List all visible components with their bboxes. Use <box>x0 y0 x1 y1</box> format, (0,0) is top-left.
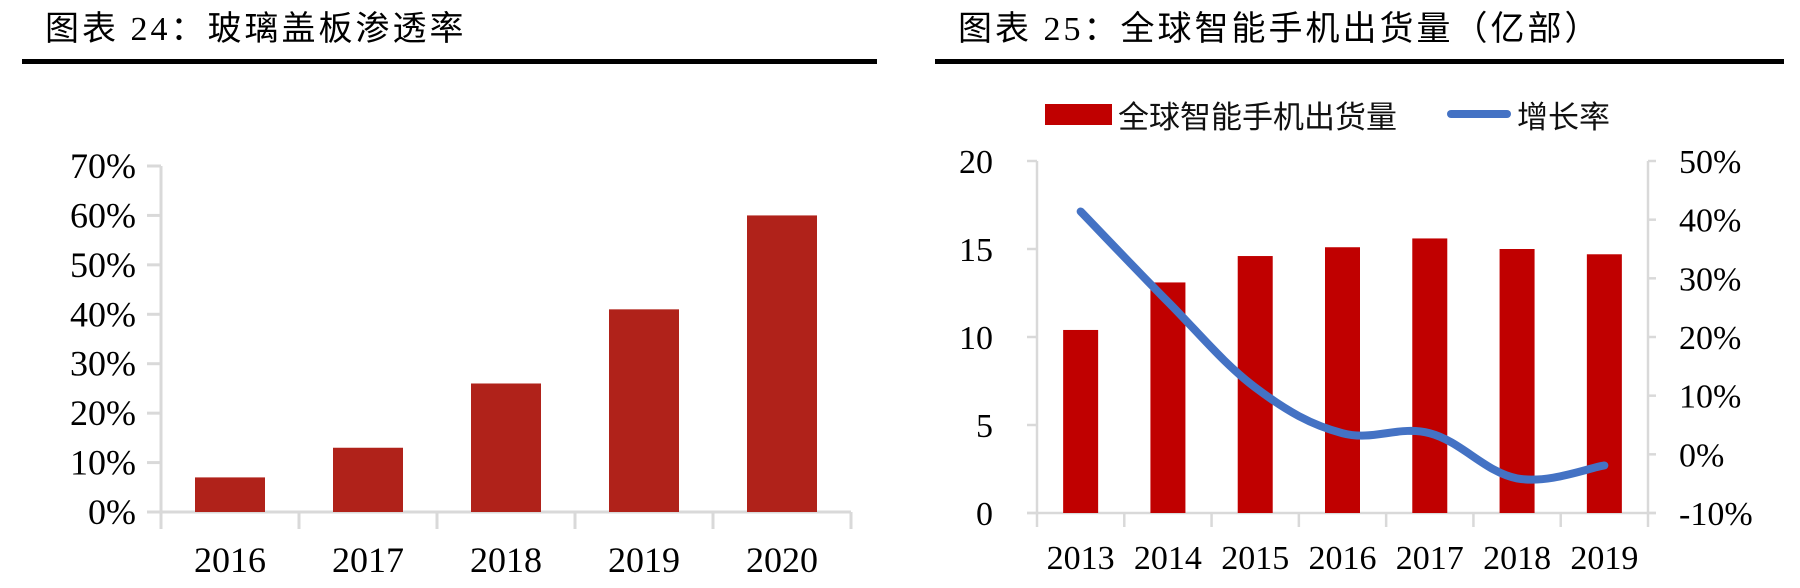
y-tick-label: 70% <box>70 146 136 186</box>
left-y-tick-label: 0 <box>976 496 993 533</box>
growth-rate-line <box>1076 207 1609 484</box>
x-tick-label: 2018 <box>1483 540 1551 577</box>
bar-2017 <box>333 447 403 512</box>
bar-2017 <box>1412 238 1448 513</box>
left-y-tick-label: 10 <box>959 320 993 357</box>
bar-2016 <box>195 477 265 512</box>
x-tick-label: 2015 <box>1221 540 1289 577</box>
y-tick-label: 60% <box>70 195 136 235</box>
x-tick-label: 2017 <box>1396 540 1464 577</box>
y-tick-label: 30% <box>70 344 136 384</box>
legend-line-swatch-icon <box>1447 110 1511 118</box>
right-y-tick-label: -10% <box>1679 496 1753 533</box>
right-y-tick-label: 50% <box>1679 144 1741 181</box>
bar-2020 <box>747 215 817 512</box>
legend-bar-label: 全球智能手机出货量 <box>1118 99 1397 135</box>
right-y-tick-label: 20% <box>1679 320 1741 357</box>
right-chart-title: 图表 25：全球智能手机出货量（亿部） <box>958 11 1602 48</box>
bar-2016 <box>1325 247 1360 514</box>
y-tick-label: 40% <box>70 294 136 334</box>
x-tick-label: 2016 <box>1309 540 1377 577</box>
x-tick-label: 2017 <box>332 540 404 580</box>
x-tick-label: 2019 <box>1570 540 1638 577</box>
right-y-tick-label: 10% <box>1679 379 1741 416</box>
y-tick-label: 50% <box>70 245 136 285</box>
legend-line-label: 增长率 <box>1517 99 1610 135</box>
bar-2013 <box>1063 329 1099 513</box>
x-tick-label: 2018 <box>470 540 542 580</box>
bar-2019 <box>1586 254 1622 513</box>
left-y-tick-label: 5 <box>976 408 993 445</box>
x-tick-label: 2020 <box>746 540 818 580</box>
left-title-rule <box>22 59 877 64</box>
y-tick-label: 10% <box>70 443 136 483</box>
y-tick-label: 0% <box>88 492 136 532</box>
right-title-rule <box>935 59 1784 64</box>
legend-bar-swatch-icon <box>1045 103 1112 125</box>
left-y-tick-label: 20 <box>959 144 993 181</box>
y-tick-label: 20% <box>70 393 136 433</box>
right-chart-legend: 全球智能手机出货量 增长率 <box>1045 92 1610 136</box>
x-tick-label: 2013 <box>1047 540 1115 577</box>
right-y-tick-label: 40% <box>1679 203 1741 240</box>
bar-2014 <box>1150 282 1186 513</box>
x-tick-label: 2019 <box>608 540 680 580</box>
x-tick-label: 2016 <box>194 540 266 580</box>
bar-2018 <box>471 383 541 512</box>
x-tick-label: 2014 <box>1134 540 1202 577</box>
bar-2018 <box>1499 249 1535 513</box>
right-y-tick-label: 30% <box>1679 261 1741 298</box>
right-y-tick-label: 0% <box>1679 437 1724 474</box>
left-y-tick-label: 15 <box>959 232 993 269</box>
left-chart-title: 图表 24：玻璃盖板渗透率 <box>45 11 467 48</box>
bar-2019 <box>609 309 679 512</box>
